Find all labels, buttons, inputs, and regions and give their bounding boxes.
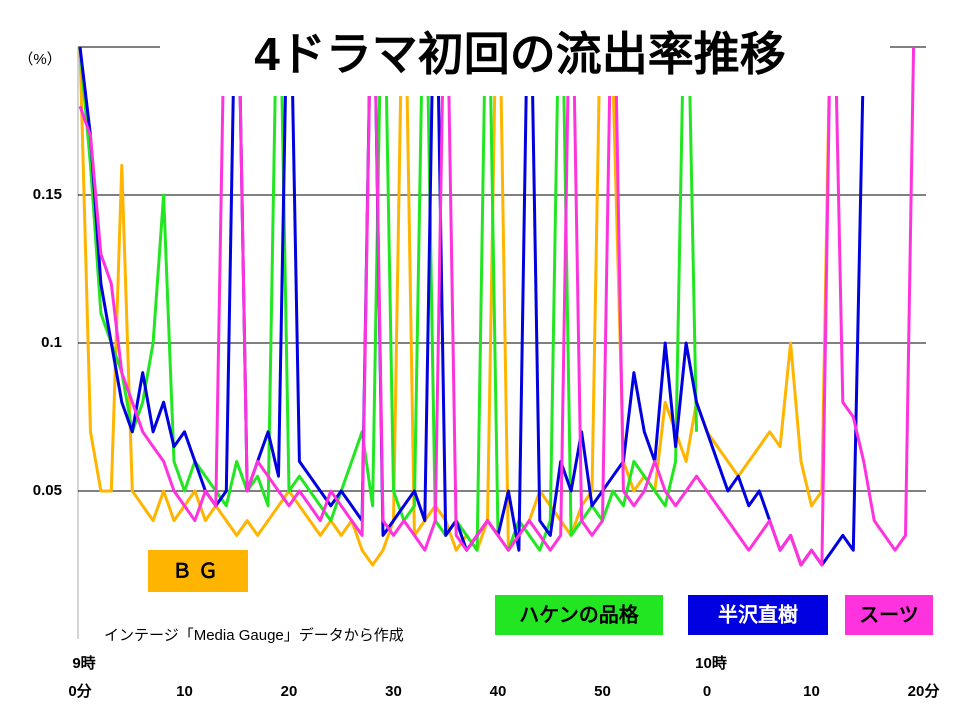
y-tick-label: 0.1: [41, 334, 62, 351]
hour-label: 10時: [695, 654, 727, 672]
legend-swatch: [845, 595, 933, 635]
x-tick-label: 20: [281, 683, 298, 700]
chart-title: 4ドラマ初回の流出率推移: [254, 28, 786, 80]
source-note: インテージ「Media Gauge」データから作成: [104, 626, 404, 644]
x-tick-label: 40: [490, 683, 507, 700]
legend-swatch: [495, 595, 663, 635]
x-tick-label: 0: [703, 683, 711, 700]
series-line: [78, 47, 698, 552]
legend-label: スーツ: [859, 604, 919, 626]
hour-label: 9時: [72, 654, 95, 672]
x-tick-label: 0分: [68, 683, 91, 700]
y-tick-label: 0.15: [33, 186, 62, 203]
legend-swatch: [148, 550, 248, 592]
x-unit: 分: [924, 683, 939, 700]
y-axis-label: （%）: [18, 51, 61, 68]
legend-swatch: [688, 595, 828, 635]
y-tick-label: 0.05: [33, 482, 62, 499]
x-tick-label: 10: [803, 683, 820, 700]
x-tick-label: 50: [594, 683, 611, 700]
x-tick-label: 20: [908, 683, 925, 700]
legend-label: ＢＧ: [172, 560, 224, 582]
x-tick-label: 30: [385, 683, 402, 700]
legend-label: ハケンの品格: [519, 602, 639, 626]
source-box: [98, 622, 468, 648]
legend-label: 半沢直樹: [718, 602, 798, 626]
series-line: [78, 47, 916, 567]
title-box: [160, 18, 890, 96]
x-tick-label: 10: [176, 683, 193, 700]
